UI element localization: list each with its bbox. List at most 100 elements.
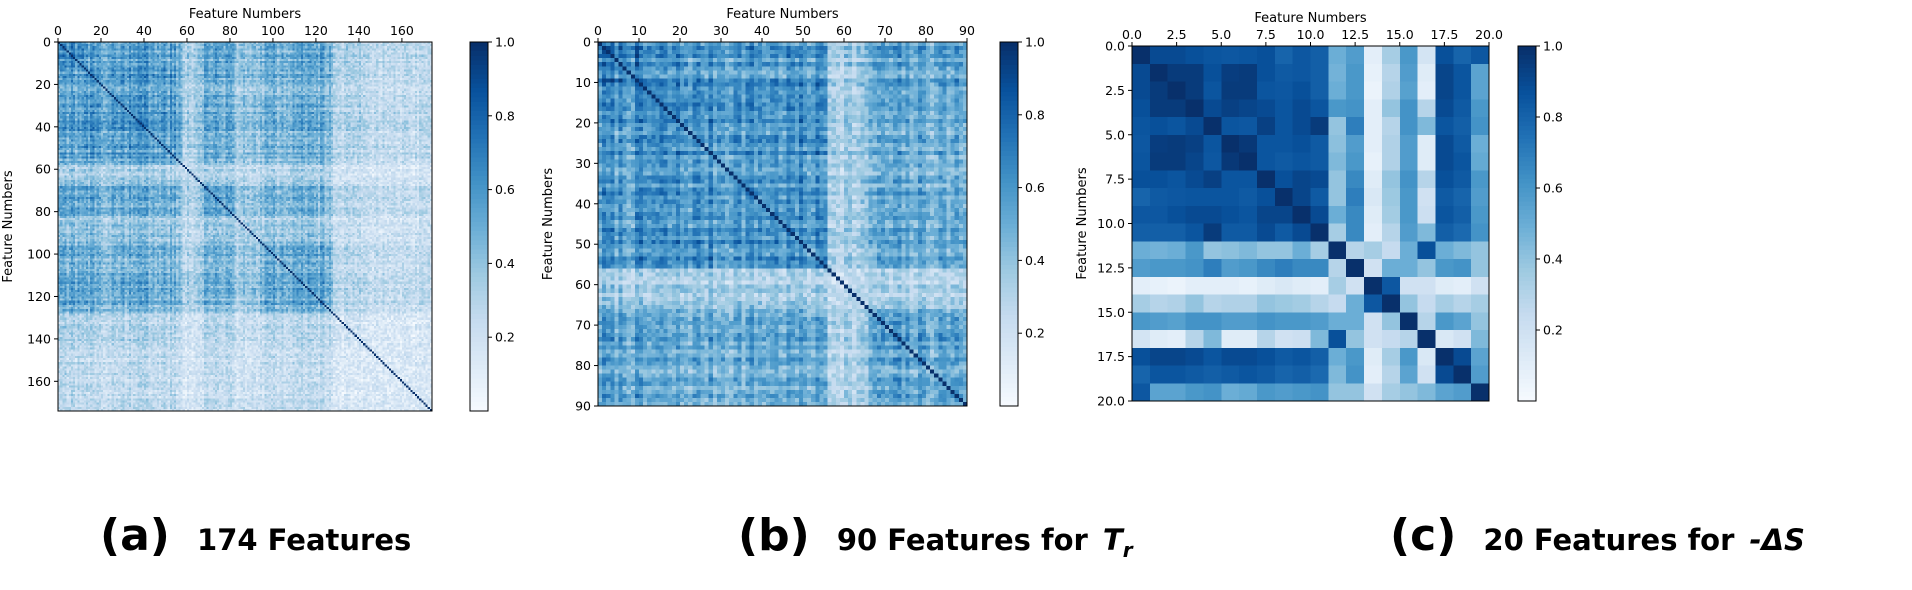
heatmap-cell [66, 42, 70, 45]
heatmap-cell [141, 101, 145, 104]
heatmap-cell [131, 61, 134, 64]
heatmap-cell [412, 52, 416, 56]
heatmap-cell [408, 73, 411, 77]
heatmap-cell [116, 78, 119, 81]
heatmap-cell [294, 82, 297, 85]
heatmap-cell [193, 63, 196, 66]
heatmap-cell [165, 48, 168, 51]
heatmap-cell [335, 75, 338, 79]
heatmap-cell [148, 63, 151, 66]
heatmap-cell [88, 44, 91, 47]
heatmap-cell [154, 52, 158, 56]
heatmap-cell [137, 88, 141, 92]
heatmap-cell [429, 44, 433, 47]
heatmap-cell [232, 52, 235, 56]
heatmap-cell [159, 44, 162, 47]
heatmap-cell [290, 90, 293, 94]
heatmap-cell [219, 61, 222, 64]
heatmap-cell [131, 56, 134, 60]
heatmap-cell [330, 99, 334, 102]
heatmap-cell [416, 54, 420, 58]
heatmap-cell [315, 92, 319, 96]
heatmap-cell [429, 92, 433, 96]
heatmap-cell [120, 61, 123, 64]
heatmap-cell [133, 90, 136, 94]
heatmap-cell [128, 63, 132, 66]
heatmap-cell [318, 44, 321, 47]
heatmap-cell [303, 67, 306, 70]
heatmap-cell [103, 69, 106, 73]
heatmap-cell [202, 44, 205, 47]
heatmap-cell [137, 54, 141, 58]
heatmap-cell [58, 86, 61, 89]
heatmap-cell [335, 82, 338, 85]
heatmap-cell [167, 92, 171, 96]
heatmap-cell [249, 99, 252, 102]
heatmap-cell [352, 82, 355, 85]
heatmap-cell [92, 56, 95, 60]
heatmap-cell [292, 65, 295, 68]
heatmap-cell [352, 46, 355, 49]
heatmap-cell [367, 99, 371, 102]
heatmap-cell [335, 69, 338, 73]
heatmap-cell [146, 46, 149, 49]
heatmap-cell [408, 52, 411, 56]
heatmap-cell [150, 101, 153, 104]
heatmap-cell [245, 80, 248, 83]
heatmap-cell [83, 63, 87, 66]
heatmap-cell [322, 69, 325, 73]
heatmap-cell [367, 95, 371, 98]
heatmap-cell [92, 80, 95, 83]
heatmap-cell [404, 75, 407, 79]
heatmap-cell [307, 56, 310, 60]
heatmap-cell [339, 97, 343, 100]
heatmap-cell [294, 69, 297, 73]
heatmap-cell [126, 69, 130, 73]
heatmap-cell [380, 42, 383, 45]
heatmap-cell [225, 97, 229, 100]
heatmap-cell [287, 101, 291, 104]
heatmap-cell [174, 73, 177, 77]
heatmap-cell [395, 44, 398, 47]
heatmap-cell [320, 56, 323, 60]
heatmap-cell [113, 97, 117, 100]
heatmap-cell [217, 65, 220, 68]
heatmap-cell [85, 86, 89, 89]
heatmap-cell [268, 78, 272, 81]
heatmap-cell [300, 78, 304, 81]
heatmap-cell [358, 42, 362, 45]
heatmap-cell [268, 90, 272, 94]
heatmap-cell [352, 69, 355, 73]
heatmap-cell [109, 80, 113, 83]
heatmap-cell [260, 42, 263, 45]
heatmap-cell [221, 95, 224, 98]
heatmap-cell [128, 80, 132, 83]
heatmap-cell [135, 73, 138, 77]
heatmap-cell [373, 61, 377, 64]
heatmap-cell [365, 48, 368, 51]
heatmap-cell [358, 65, 362, 68]
heatmap-cell [242, 54, 246, 58]
heatmap-cell [326, 65, 330, 68]
heatmap-cell [247, 69, 250, 73]
heatmap-cell [165, 75, 168, 79]
heatmap-cell [260, 54, 263, 58]
heatmap-cell [341, 58, 345, 62]
heatmap-cell [339, 90, 343, 94]
heatmap-cell [283, 44, 287, 47]
heatmap-cell [382, 95, 386, 98]
heatmap-cell [113, 80, 117, 83]
heatmap-cell [339, 95, 343, 98]
heatmap-cell [94, 73, 98, 77]
heatmap-cell [326, 69, 330, 73]
heatmap-cell [221, 46, 224, 49]
heatmap-cell [229, 54, 233, 58]
heatmap-cell [116, 63, 119, 66]
heatmap-cell [257, 56, 261, 60]
heatmap-cell [399, 54, 403, 58]
heatmap-cell [249, 95, 252, 98]
heatmap-cell [404, 65, 407, 68]
heatmap-cell [330, 95, 334, 98]
heatmap-cell [399, 75, 403, 79]
heatmap-cell [408, 97, 411, 100]
